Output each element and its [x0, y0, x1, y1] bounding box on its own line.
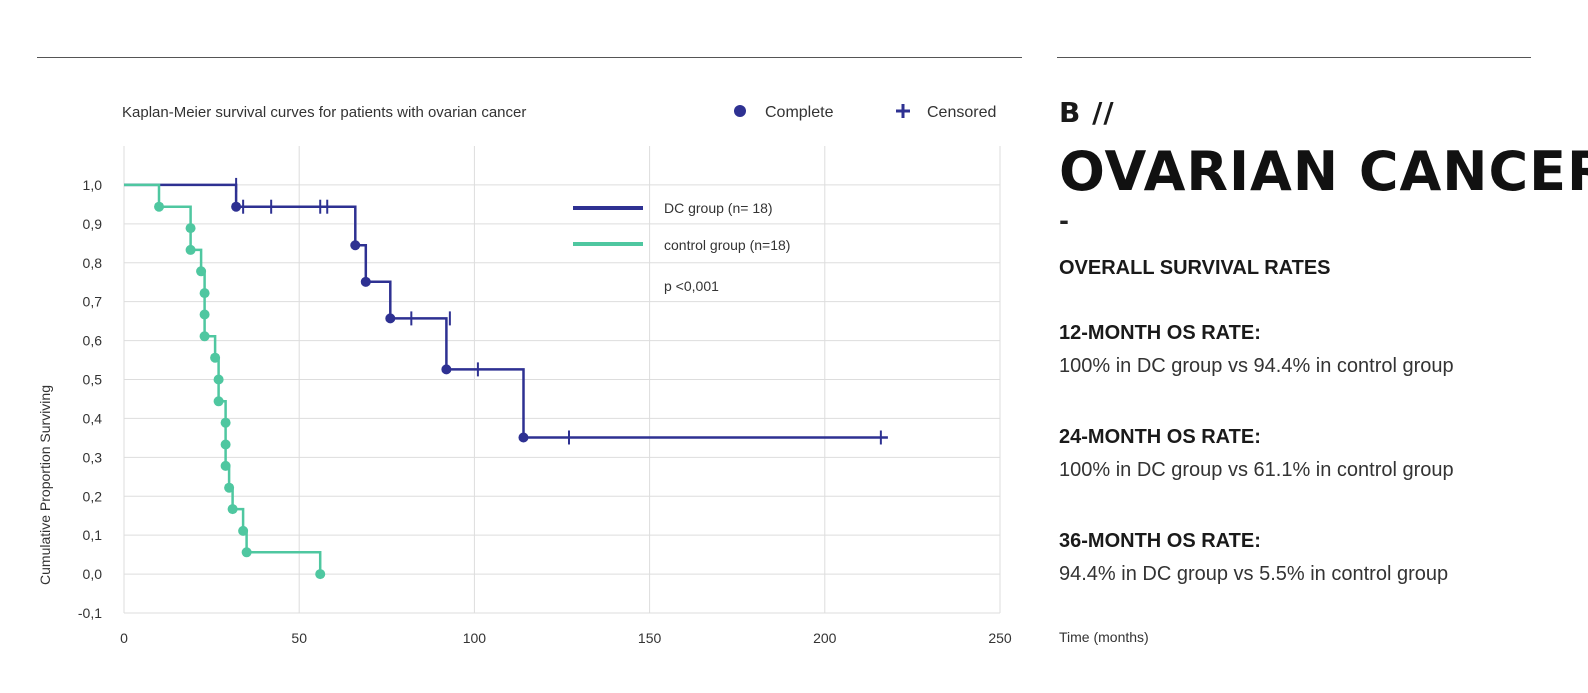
x-tick-label: 0 [120, 630, 128, 646]
rate-36-heading: 36-MONTH OS RATE: [1059, 530, 1261, 552]
complete-event-dc [350, 240, 361, 251]
y-tick-labels: -0,1 0,0 0,1 0,2 0,3 0,4 0,5 0,6 0,7 0,8 0,9 1,0 [78, 177, 102, 621]
top-rule-left [37, 57, 1022, 58]
complete-event-control [213, 374, 224, 385]
grid [123, 146, 1001, 614]
complete-event-control [196, 266, 207, 277]
y-tick-label: 0,9 [83, 216, 103, 232]
y-tick-label: 0,4 [83, 410, 103, 426]
complete-event-control [227, 504, 238, 515]
complete-event-control [199, 309, 210, 320]
y-axis-label: Cumulative Proportion Surviving [37, 385, 53, 585]
y-tick-label: 0,3 [83, 449, 103, 465]
x-tick-labels: 0 50 100 150 200 250 [120, 630, 1012, 646]
legend-censored-label: Censored [927, 104, 996, 121]
x-tick-label: 50 [291, 630, 307, 646]
complete-event-control [220, 460, 231, 471]
legend-censored-marker [896, 104, 910, 118]
panel-headline: OVARIAN CANCER [1059, 140, 1588, 203]
km-chart: Kaplan-Meier survival curves for patient… [37, 104, 1012, 646]
legend-complete-marker [734, 105, 746, 117]
rate-24-heading: 24-MONTH OS RATE: [1059, 426, 1261, 448]
series [124, 177, 888, 580]
x-tick-label: 200 [813, 630, 837, 646]
y-tick-label: 0,5 [83, 372, 103, 388]
x-tick-label: 250 [988, 630, 1012, 646]
complete-event-control [199, 331, 210, 342]
top-rule-right [1057, 57, 1531, 58]
legend-label-control: control group (n=18) [664, 237, 790, 253]
complete-event-dc [385, 313, 396, 324]
legend-label-dc: DC group (n= 18) [664, 200, 773, 216]
complete-event-dc [360, 276, 371, 287]
complete-event-control [238, 525, 249, 536]
p-value-annotation: p <0,001 [664, 278, 719, 294]
panel-kicker: B // [1059, 96, 1115, 129]
y-tick-label: 1,0 [83, 177, 103, 193]
complete-event-control [199, 288, 210, 299]
complete-event-dc [441, 364, 452, 375]
rate-12-text: 100% in DC group vs 94.4% in control gro… [1059, 355, 1454, 377]
x-tick-label: 100 [463, 630, 487, 646]
complete-event-control [185, 244, 196, 255]
y-tick-label: 0,2 [83, 488, 103, 504]
complete-event-control [210, 352, 221, 363]
series-legend: DC group (n= 18) control group (n=18) p … [573, 200, 790, 294]
complete-event-control [220, 439, 231, 450]
complete-event-control [220, 417, 231, 428]
legend-complete-label: Complete [765, 104, 834, 121]
panel-dash: - [1059, 207, 1069, 235]
complete-event-dc [518, 432, 529, 443]
complete-event-control [154, 201, 165, 212]
complete-event-control [241, 547, 252, 558]
complete-event-control [185, 223, 196, 234]
chart-title: Kaplan-Meier survival curves for patient… [122, 104, 526, 121]
rate-36-text: 94.4% in DC group vs 5.5% in control gro… [1059, 563, 1449, 585]
x-axis-label: Time (months) [1059, 629, 1149, 645]
y-tick-label: -0,1 [78, 605, 102, 621]
y-tick-label: 0,8 [83, 255, 103, 271]
complete-event-control [213, 396, 224, 407]
y-tick-label: 0,0 [83, 566, 103, 582]
y-tick-label: 0,7 [83, 294, 103, 310]
rate-12-heading: 12-MONTH OS RATE: [1059, 322, 1261, 344]
rate-24-text: 100% in DC group vs 61.1% in control gro… [1059, 459, 1454, 481]
complete-event-control [315, 569, 326, 580]
panel-subheading: OVERALL SURVIVAL RATES [1059, 257, 1331, 279]
complete-event-dc [231, 201, 242, 212]
survival-curve-dc [124, 183, 888, 439]
y-tick-label: 0,1 [83, 527, 103, 543]
complete-event-control [224, 482, 235, 493]
x-tick-label: 150 [638, 630, 662, 646]
y-tick-label: 0,6 [83, 333, 103, 349]
